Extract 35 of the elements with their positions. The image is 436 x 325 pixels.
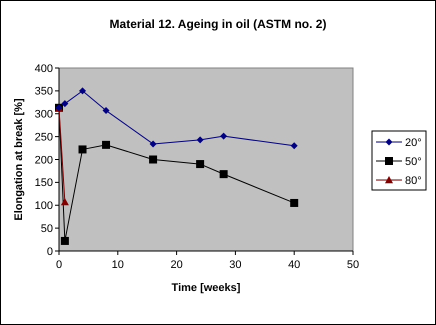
x-tick-label: 40 [288,259,300,271]
y-tick-label: 400 [34,62,53,75]
point [290,198,298,207]
legend-label: 50° [405,156,422,168]
point [60,236,69,245]
point [196,160,204,168]
point [220,170,228,178]
point [61,100,68,108]
legend-label: 80° [405,174,422,187]
y-tick-label: 100 [34,200,53,212]
point [79,87,86,94]
chart-title: Material 12. Ageing in oil (ASTM no. 2) [110,17,326,31]
point [150,140,157,148]
x-axis-title: Time [weeks] [172,282,241,294]
y-tick-label: 50 [40,222,53,235]
point [102,140,110,149]
point [149,156,158,164]
y-tick-label: 0 [46,246,53,258]
y-tick-label: 250 [34,131,53,144]
y-axis-title: Elongation at break [%] [13,98,25,221]
x-tick-label: 20 [170,259,183,271]
x-tick-label: 10 [112,259,124,271]
y-tick-label: 300 [34,108,53,121]
point [78,145,87,154]
y-tick-label: 200 [34,154,53,166]
point [102,107,110,114]
x-tick-label: 0 [56,259,62,271]
point [290,142,298,150]
point [220,132,228,140]
x-tick-label: 50 [346,259,360,271]
x-tick-label: 30 [229,259,242,271]
y-tick-label: 150 [34,177,53,190]
point [196,136,204,144]
y-tick-label: 350 [34,86,53,98]
legend-label: 20° [405,136,422,149]
